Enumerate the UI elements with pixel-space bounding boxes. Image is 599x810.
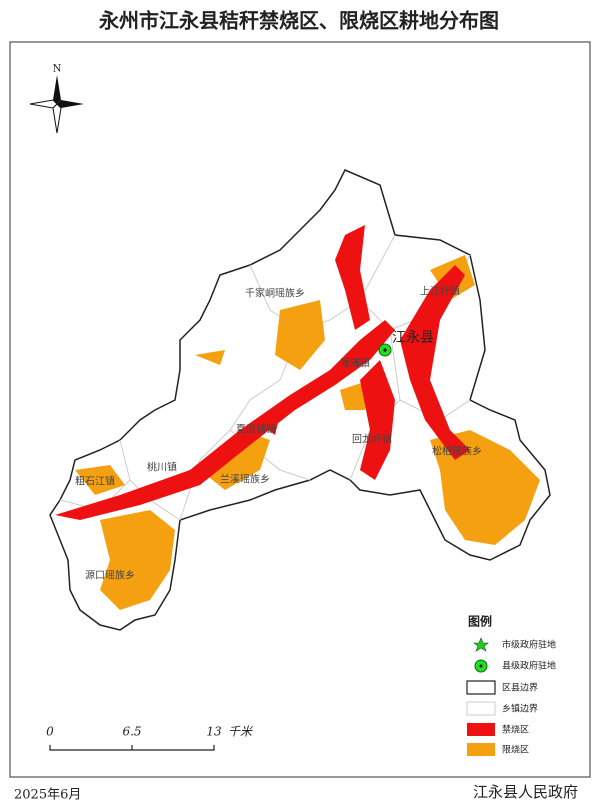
legend-label: 限烧区 — [502, 744, 529, 756]
county-seat-label: 江永县 — [392, 330, 434, 346]
restricted-zones — [75, 255, 540, 610]
legend-symbol — [467, 743, 495, 756]
map-date: 2025年6月 — [14, 788, 81, 803]
map-frame — [9, 41, 591, 778]
map-issuer: 江永县人民政府 — [473, 783, 578, 801]
place-label: 源口瑶族乡 — [85, 569, 135, 582]
legend-title: 图例 — [468, 614, 492, 629]
north-label: N — [53, 64, 62, 75]
scale-unit: 千米 — [228, 725, 254, 739]
legend-symbol — [466, 701, 496, 716]
legend-symbol — [467, 723, 495, 736]
place-label: 兰溪瑶族乡 — [220, 473, 270, 486]
legend-label: 市级政府驻地 — [502, 639, 556, 651]
scale-label: 0 — [46, 725, 54, 739]
legend-symbol — [473, 637, 489, 652]
scale-bar: 0 6.5 13 千米 — [46, 725, 254, 751]
legend: 图例 市级政府驻地 县级政府驻地 区县边界 乡镇边界 禁烧区 限烧区 — [466, 614, 556, 756]
legend-symbol — [466, 680, 496, 695]
place-label: 回龙圩镇 — [352, 433, 392, 446]
no-burn-zones — [55, 225, 470, 520]
place-label: 潇浦镇 — [340, 357, 370, 370]
scale-label: 6.5 — [122, 725, 141, 739]
legend-label: 县级政府驻地 — [502, 660, 556, 672]
place-label: 松柏瑶族乡 — [432, 445, 482, 458]
place-label: 上江圩镇 — [420, 285, 460, 298]
place-label: 粗石江镇 — [75, 475, 115, 488]
place-label: 夏层铺镇 — [236, 423, 276, 436]
north-arrow: N — [29, 64, 84, 134]
county-seat-dot — [383, 348, 387, 352]
place-label: 千家峒瑶族乡 — [245, 287, 305, 300]
legend-label: 乡镇边界 — [502, 703, 538, 715]
legend-label: 区县边界 — [502, 683, 538, 694]
scale-label: 13 — [206, 725, 222, 739]
legend-label: 禁烧区 — [502, 724, 529, 736]
legend-symbol — [479, 664, 483, 668]
map-title: 永州市江永县秸秆禁烧区、限烧区耕地分布图 — [98, 9, 499, 33]
place-label: 桃川镇 — [147, 461, 177, 474]
